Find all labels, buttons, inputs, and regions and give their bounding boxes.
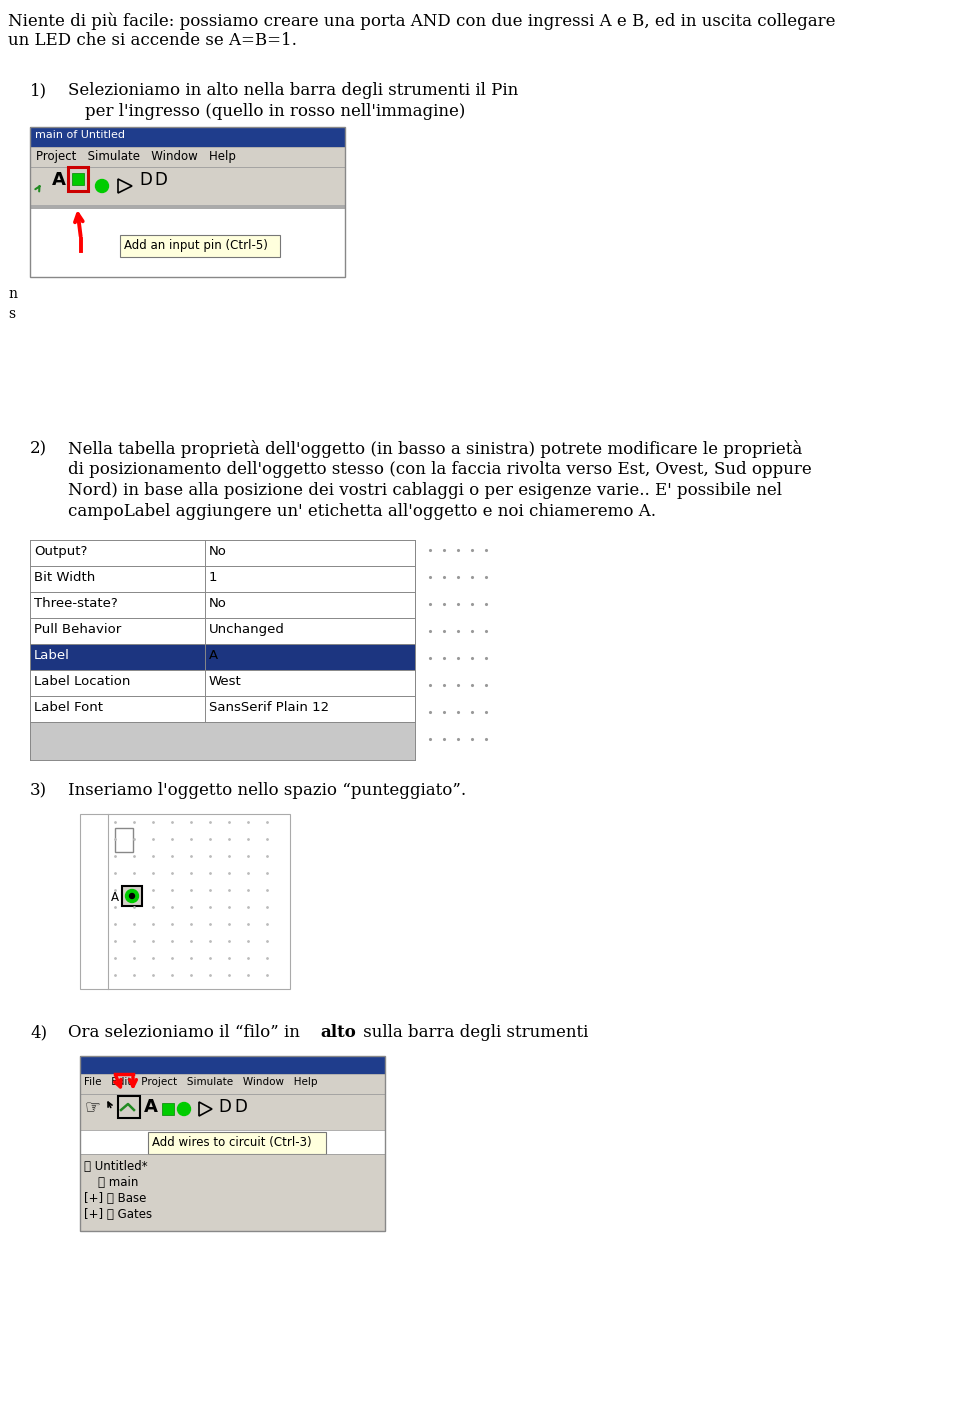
Bar	[30, 127, 345, 147]
Text: Output?: Output?	[34, 545, 87, 558]
Bar	[30, 592, 415, 617]
Bar	[120, 235, 280, 257]
Text: D: D	[139, 171, 152, 189]
Text: Selezioniamo in alto nella barra degli strumenti il Pin: Selezioniamo in alto nella barra degli s…	[68, 82, 518, 99]
Text: West: West	[209, 675, 242, 688]
Text: di posizionamento dell'oggetto stesso (con la faccia rivolta verso Est, Ovest, S: di posizionamento dell'oggetto stesso (c…	[68, 461, 812, 478]
Text: Add an input pin (Ctrl-5): Add an input pin (Ctrl-5)	[124, 239, 268, 252]
Bar	[30, 127, 345, 277]
Text: 2): 2)	[30, 439, 47, 456]
Text: 4): 4)	[30, 1024, 47, 1041]
Bar	[68, 167, 88, 191]
Bar	[80, 1056, 385, 1231]
Text: Pull Behavior: Pull Behavior	[34, 623, 121, 636]
Bar	[122, 886, 142, 906]
Text: A: A	[111, 892, 119, 904]
Bar	[115, 828, 133, 852]
Bar	[30, 722, 415, 760]
Bar	[30, 567, 415, 592]
Bar	[30, 147, 345, 167]
Text: D: D	[154, 171, 167, 189]
Text: A: A	[52, 171, 66, 189]
Bar	[72, 172, 84, 185]
Text: 1: 1	[209, 571, 218, 584]
Text: Three-state?: Three-state?	[34, 598, 118, 610]
Bar	[30, 670, 415, 697]
Text: [+] 📁 Base: [+] 📁 Base	[84, 1193, 146, 1205]
Bar	[148, 1132, 326, 1154]
Text: alto: alto	[320, 1024, 356, 1041]
Circle shape	[178, 1102, 190, 1115]
Bar	[80, 1056, 385, 1074]
Text: 📁 Untitled*: 📁 Untitled*	[84, 1160, 148, 1173]
Bar	[80, 1074, 385, 1094]
Circle shape	[130, 893, 134, 899]
Text: D: D	[234, 1098, 247, 1116]
Bar	[80, 1154, 385, 1231]
Text: Bit Width: Bit Width	[34, 571, 95, 584]
Text: per l'ingresso (quello in rosso nell'immagine): per l'ingresso (quello in rosso nell'imm…	[85, 103, 466, 120]
Text: n: n	[8, 287, 17, 301]
Text: un LED che si accende se A=B=1.: un LED che si accende se A=B=1.	[8, 32, 297, 49]
Bar	[68, 167, 88, 191]
Text: 🔧 main: 🔧 main	[98, 1176, 138, 1188]
Bar	[30, 540, 415, 567]
Bar	[162, 1104, 174, 1115]
Text: sulla barra degli strumenti: sulla barra degli strumenti	[358, 1024, 588, 1041]
Circle shape	[126, 890, 138, 903]
Text: A: A	[209, 649, 218, 663]
Bar	[80, 1094, 385, 1130]
Circle shape	[95, 179, 108, 192]
Text: 1): 1)	[30, 82, 47, 99]
Text: Nord) in base alla posizione dei vostri cablaggi o per esigenze varie.. E' possi: Nord) in base alla posizione dei vostri …	[68, 482, 782, 499]
Text: A: A	[144, 1098, 157, 1116]
Bar	[30, 167, 345, 205]
Bar	[30, 617, 415, 644]
Text: [+] 📁 Gates: [+] 📁 Gates	[84, 1208, 152, 1221]
Text: main of Untitled: main of Untitled	[35, 130, 125, 140]
Text: File   Edit   Project   Simulate   Window   Help: File Edit Project Simulate Window Help	[84, 1077, 318, 1087]
Text: Label Font: Label Font	[34, 701, 103, 714]
Text: D: D	[218, 1098, 230, 1116]
Text: Unchanged: Unchanged	[209, 623, 285, 636]
Text: Label: Label	[34, 649, 70, 663]
Text: Project   Simulate   Window   Help: Project Simulate Window Help	[36, 150, 236, 162]
Text: No: No	[209, 545, 227, 558]
Text: s: s	[8, 307, 15, 321]
Text: ☞: ☞	[84, 1098, 100, 1116]
Bar	[118, 1096, 140, 1118]
Text: 3): 3)	[30, 781, 47, 798]
Text: Add wires to circuit (Ctrl-3): Add wires to circuit (Ctrl-3)	[152, 1136, 312, 1149]
Bar	[118, 1096, 140, 1118]
Text: Label Location: Label Location	[34, 675, 131, 688]
Text: SansSerif Plain 12: SansSerif Plain 12	[209, 701, 329, 714]
Bar	[30, 697, 415, 722]
Bar	[30, 644, 415, 670]
Text: campoLabel aggiungere un' etichetta all'oggetto e noi chiameremo A.: campoLabel aggiungere un' etichetta all'…	[68, 503, 656, 520]
Text: Niente di più facile: possiamo creare una porta AND con due ingressi A e B, ed i: Niente di più facile: possiamo creare un…	[8, 11, 835, 30]
Bar	[80, 814, 290, 989]
Text: Ora selezioniamo il “filo” in: Ora selezioniamo il “filo” in	[68, 1024, 305, 1041]
Text: Nella tabella proprietà dell'oggetto (in basso a sinistra) potrete modificare le: Nella tabella proprietà dell'oggetto (in…	[68, 439, 803, 458]
Text: No: No	[209, 598, 227, 610]
Bar	[30, 205, 345, 209]
Text: Inseriamo l'oggetto nello spazio “punteggiato”.: Inseriamo l'oggetto nello spazio “punteg…	[68, 781, 467, 798]
